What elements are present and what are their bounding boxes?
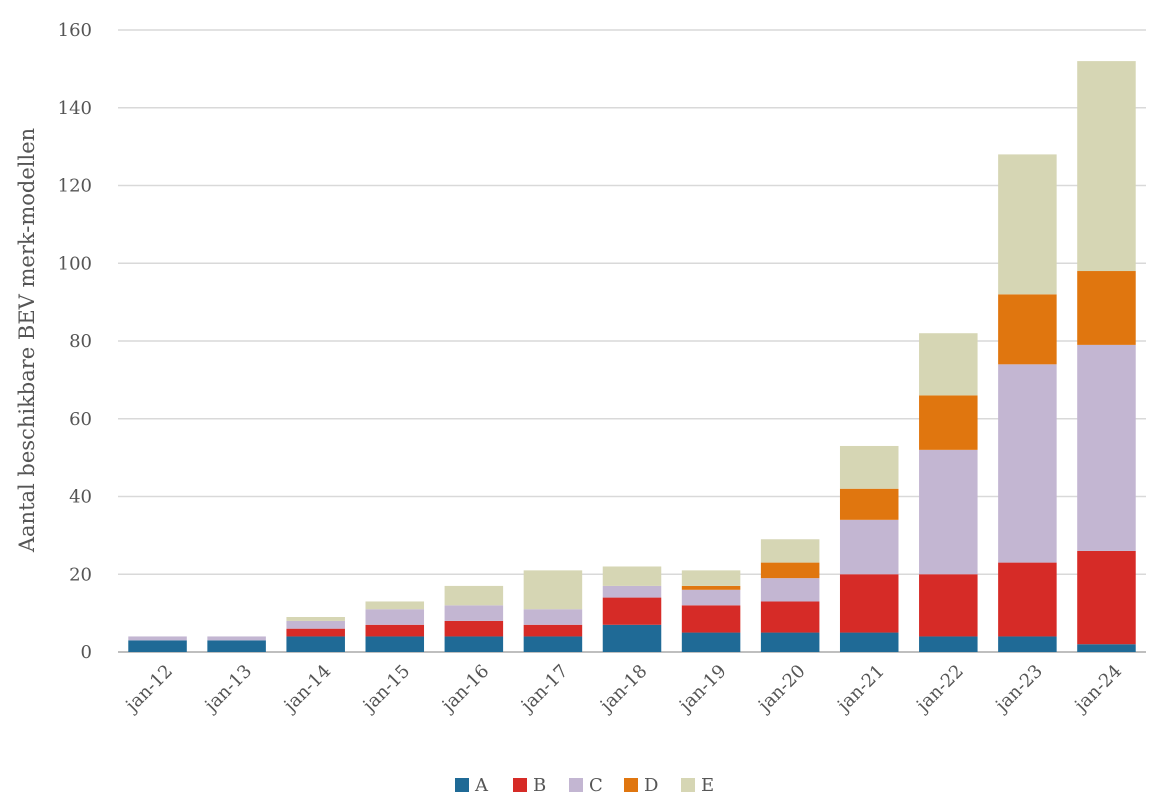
- bar-segment-c: [286, 620, 345, 629]
- bar-segment-e: [839, 445, 899, 489]
- x-tick-label: jan-15: [358, 661, 415, 718]
- bar-segment-d: [681, 585, 741, 590]
- bar-segment-a: [207, 640, 266, 652]
- bar-segment-c: [128, 636, 187, 641]
- bar-segment-e: [919, 333, 978, 396]
- bar-segment-a: [602, 624, 662, 652]
- bar-segment-d: [839, 488, 899, 520]
- bar-segment-b: [760, 601, 820, 633]
- bar-segment-e: [286, 617, 345, 621]
- bar-segment-c: [919, 449, 978, 575]
- legend: A B C D E: [455, 775, 714, 796]
- x-tick-label: jan-24: [1069, 661, 1126, 718]
- bar-segment-b: [523, 624, 583, 637]
- bar-segment-b: [444, 620, 504, 637]
- y-tick-label: 140: [58, 98, 92, 119]
- bar-segment-b: [998, 562, 1057, 637]
- bar-segment-c: [523, 609, 583, 625]
- x-tick-labels: jan-12 jan-13 jan-14 jan-15 jan-16 jan-17 jan-…: [121, 661, 1126, 718]
- bar-segment-b: [602, 597, 662, 625]
- y-tick-label: 20: [69, 564, 92, 585]
- y-tick-label: 60: [69, 409, 92, 430]
- bars: [128, 61, 1136, 652]
- x-tick-label: jan-14: [279, 661, 336, 718]
- x-tick-label: jan-17: [516, 661, 573, 718]
- bar-segment-a: [839, 632, 899, 652]
- legend-label-d: D: [644, 775, 658, 796]
- bar-segment-c: [681, 589, 741, 606]
- bar-segment-e: [602, 566, 662, 586]
- y-tick-label: 80: [69, 331, 92, 352]
- bar-segment-a: [998, 636, 1057, 652]
- bar-segment-a: [681, 632, 741, 652]
- bar-segment-b: [365, 624, 425, 637]
- bar-segment-d: [919, 395, 978, 450]
- bar-segment-c: [1077, 344, 1136, 551]
- bar-segment-c: [839, 519, 899, 575]
- x-tick-label: jan-20: [753, 661, 810, 718]
- x-tick-label: jan-16: [437, 661, 494, 718]
- bar-segment-b: [919, 574, 978, 637]
- bar-segment-a: [523, 636, 583, 652]
- bar-segment-a: [444, 636, 504, 652]
- legend-swatch-d: [624, 778, 638, 792]
- bar-segment-c: [365, 609, 425, 625]
- bar-segment-b: [286, 628, 345, 637]
- bar-segment-a: [286, 636, 345, 652]
- bar-segment-c: [998, 364, 1057, 563]
- bar-segment-d: [998, 294, 1057, 365]
- legend-swatch-e: [681, 778, 695, 792]
- bar-segment-c: [760, 578, 820, 602]
- x-tick-label: jan-22: [911, 661, 968, 718]
- y-axis-label: Aantal beschikbare BEV merk-modellen: [15, 128, 39, 553]
- x-tick-label: jan-13: [200, 661, 257, 718]
- legend-label-a: A: [474, 775, 489, 796]
- y-tick-labels: 0 20 40 60 80 100 120 140 160: [58, 20, 92, 663]
- bar-segment-e: [681, 570, 741, 586]
- bar-segment-a: [919, 636, 978, 652]
- gridlines: [118, 29, 1146, 653]
- legend-swatch-a: [455, 778, 469, 792]
- legend-label-c: C: [589, 775, 603, 796]
- y-tick-label: 120: [58, 176, 92, 197]
- y-tick-label: 160: [58, 20, 92, 41]
- bar-segment-c: [207, 636, 266, 641]
- bar-segment-c: [602, 585, 662, 598]
- bar-segment-e: [998, 154, 1057, 295]
- x-tick-label: jan-12: [121, 661, 178, 718]
- legend-label-b: B: [533, 775, 546, 796]
- bar-segment-e: [760, 539, 820, 563]
- bar-segment-a: [365, 636, 425, 652]
- x-tick-label: jan-23: [990, 661, 1047, 718]
- bar-segment-a: [760, 632, 820, 652]
- y-tick-label: 0: [81, 642, 92, 663]
- x-tick-label: jan-19: [674, 661, 731, 718]
- x-tick-label: jan-18: [595, 661, 652, 718]
- bar-segment-b: [1077, 550, 1136, 645]
- legend-label-e: E: [701, 775, 714, 796]
- legend-swatch-b: [513, 778, 527, 792]
- y-tick-label: 40: [69, 487, 92, 508]
- y-tick-label: 100: [58, 253, 92, 274]
- bar-segment-e: [523, 570, 583, 610]
- bar-segment-d: [1077, 271, 1136, 345]
- bar-segment-e: [365, 601, 425, 610]
- bar-segment-c: [444, 605, 504, 621]
- bar-segment-d: [760, 562, 820, 579]
- bar-segment-e: [444, 585, 504, 606]
- x-tick-label: jan-21: [832, 661, 889, 718]
- legend-swatch-c: [569, 778, 583, 792]
- bar-segment-a: [1077, 644, 1136, 652]
- bar-segment-b: [839, 574, 899, 633]
- bar-segment-e: [1077, 61, 1136, 272]
- bar-segment-b: [681, 605, 741, 633]
- bar-segment-a: [128, 640, 187, 652]
